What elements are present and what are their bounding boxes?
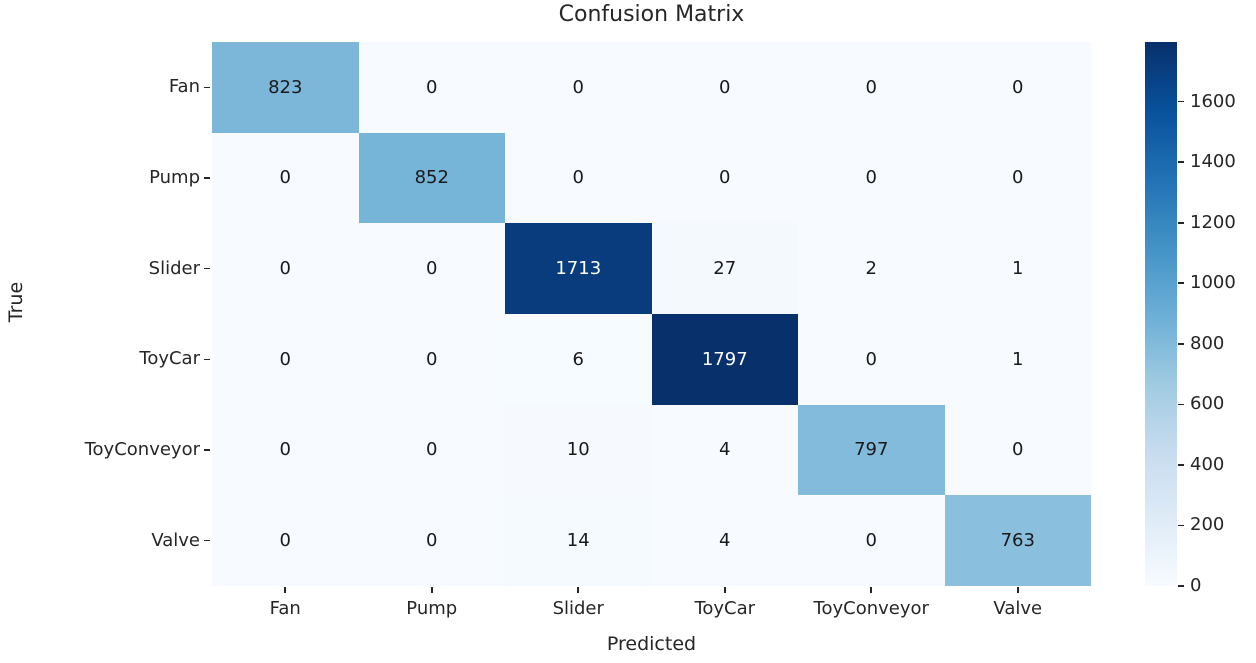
heatmap-cell-Pump-Slider: 0 xyxy=(505,132,652,224)
x-tick-label-Pump: Pump xyxy=(406,598,458,619)
heatmap-cell-Fan-Valve: 0 xyxy=(944,42,1091,133)
heatmap-cell-Pump-Fan: 0 xyxy=(212,132,359,224)
colorbar-tick-mark xyxy=(1178,585,1184,587)
heatmap-cell-Fan-ToyConveyor: 0 xyxy=(798,42,945,133)
x-tick-label-ToyConveyor: ToyConveyor xyxy=(813,598,929,619)
y-tick-label-ToyConveyor: ToyConveyor xyxy=(84,439,200,460)
colorbar-tick-label-1000: 1000 xyxy=(1190,272,1236,294)
heatmap-cell-Valve-ToyCar: 4 xyxy=(651,495,798,586)
colorbar-tick-label-1400: 1400 xyxy=(1190,151,1236,173)
heatmap-cell-Valve-Pump: 0 xyxy=(358,495,505,586)
colorbar-tick-mark xyxy=(1178,282,1184,285)
chart-title: Confusion Matrix xyxy=(558,2,745,27)
heatmap-cell-ToyConveyor-Pump: 0 xyxy=(358,404,505,496)
colorbar-tick-label-600: 600 xyxy=(1190,393,1225,415)
colorbar-tick-mark xyxy=(1178,343,1184,345)
heatmap-cell-Slider-ToyConveyor: 2 xyxy=(798,223,945,314)
heatmap-cell-ToyCar-Slider: 6 xyxy=(505,313,652,405)
heatmap-cell-ToyCar-Valve: 1 xyxy=(944,313,1091,405)
x-tick-label-Valve: Valve xyxy=(993,598,1043,619)
colorbar-tick-label-1600: 1600 xyxy=(1190,90,1236,112)
colorbar-tick-label-0: 0 xyxy=(1190,575,1202,596)
heatmap-cell-ToyConveyor-ToyCar: 4 xyxy=(651,404,798,496)
colorbar-tick-mark xyxy=(1178,221,1184,224)
x-tick-label-ToyCar: ToyCar xyxy=(694,598,756,619)
colorbar-tick-label-800: 800 xyxy=(1190,332,1225,354)
heatmap-cell-ToyConveyor-ToyConveyor: 797 xyxy=(798,404,945,496)
x-tick-mark xyxy=(284,587,287,593)
heatmap-cell-Pump-Pump: 852 xyxy=(358,132,505,224)
heatmap-cell-Slider-Fan: 0 xyxy=(212,223,359,314)
y-tick-mark xyxy=(204,177,210,179)
colorbar-tick-label-200: 200 xyxy=(1190,514,1225,536)
y-tick-label-Pump: Pump xyxy=(149,167,200,188)
x-axis-label: Predicted xyxy=(606,633,697,655)
heatmap-cell-Fan-Pump: 0 xyxy=(358,42,505,133)
colorbar-tick-label-1200: 1200 xyxy=(1190,211,1236,233)
y-tick-mark xyxy=(204,358,210,361)
heatmap-cell-ToyConveyor-Valve: 0 xyxy=(944,404,1091,496)
heatmap-cell-Slider-Valve: 1 xyxy=(944,223,1091,314)
colorbar-gradient xyxy=(1145,42,1177,586)
heatmap-cell-Pump-Valve: 0 xyxy=(944,132,1091,224)
y-tick-mark xyxy=(204,539,210,542)
y-tick-mark xyxy=(204,267,210,270)
heatmap-cell-ToyCar-Fan: 0 xyxy=(212,313,359,405)
colorbar-tick-mark xyxy=(1178,161,1184,163)
heatmap-cell-Valve-Slider: 14 xyxy=(505,495,652,586)
heatmap-cell-Pump-ToyConveyor: 0 xyxy=(798,132,945,224)
heatmap-cell-Slider-ToyCar: 27 xyxy=(651,223,798,314)
heatmap-cell-ToyConveyor-Fan: 0 xyxy=(212,404,359,496)
heatmap-cell-ToyCar-Pump: 0 xyxy=(358,313,505,405)
y-tick-label-ToyCar: ToyCar xyxy=(139,348,200,370)
heatmap-cell-Fan-Slider: 0 xyxy=(505,42,652,133)
heatmap-cell-Slider-Slider: 1713 xyxy=(505,223,652,314)
x-tick-mark xyxy=(1016,587,1019,593)
heatmap-grid: 823 0 0 0 0 0 0 852 0 0 0 0 0 0 1713 27 2 1 0 0 6 1797 0 1 0 0 10 4… xyxy=(212,42,1091,586)
heatmap-cell-ToyCar-ToyConveyor: 0 xyxy=(798,313,945,405)
y-tick-label-Slider: Slider xyxy=(148,257,200,279)
heatmap-cell-Fan-Fan: 823 xyxy=(212,42,359,133)
colorbar-tick-mark xyxy=(1178,100,1184,103)
x-tick-label-Slider: Slider xyxy=(552,598,604,619)
heatmap-cell-Valve-Valve: 763 xyxy=(944,495,1091,586)
x-tick-mark xyxy=(430,587,433,593)
colorbar-tick-mark xyxy=(1178,464,1184,466)
heatmap-cell-Fan-ToyCar: 0 xyxy=(651,42,798,133)
colorbar-tick-mark xyxy=(1178,403,1184,406)
heatmap-cell-ToyCar-ToyCar: 1797 xyxy=(651,313,798,405)
x-tick-mark xyxy=(723,587,726,593)
heatmap-cell-Slider-Pump: 0 xyxy=(358,223,505,314)
heatmap-cell-Pump-ToyCar: 0 xyxy=(651,132,798,224)
y-tick-mark xyxy=(204,449,210,451)
y-tick-label-Valve: Valve xyxy=(151,529,200,551)
heatmap-cell-Valve-Fan: 0 xyxy=(212,495,359,586)
y-tick-label-Fan: Fan xyxy=(168,76,200,98)
colorbar-tick-mark xyxy=(1178,524,1184,527)
x-tick-mark xyxy=(870,587,873,593)
x-tick-label-Fan: Fan xyxy=(269,598,301,619)
heatmap-cell-ToyConveyor-Slider: 10 xyxy=(505,404,652,496)
y-tick-mark xyxy=(204,86,210,89)
colorbar-tick-label-400: 400 xyxy=(1190,453,1225,475)
heatmap-cell-Valve-ToyConveyor: 0 xyxy=(798,495,945,586)
x-tick-mark xyxy=(577,587,580,593)
